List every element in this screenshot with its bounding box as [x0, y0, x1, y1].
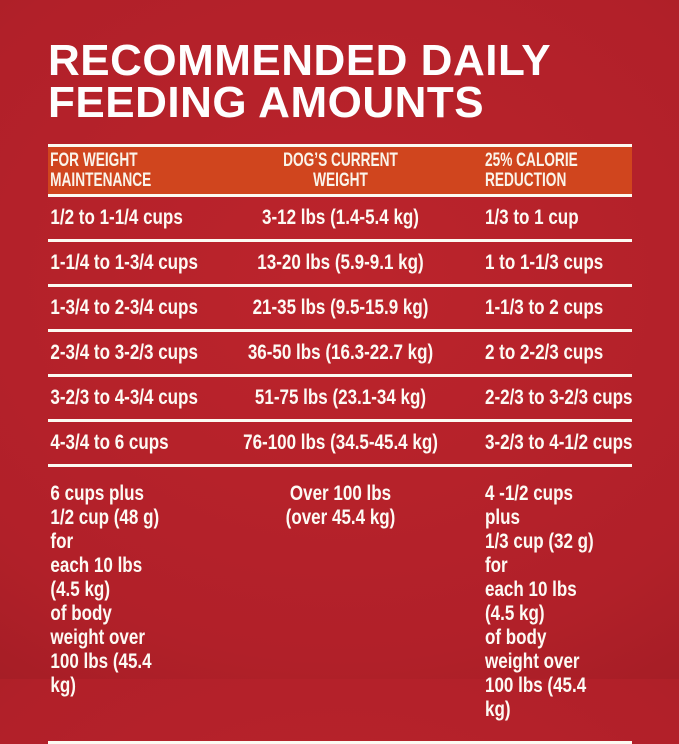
maintenance-cell: 1/2 to 1-1/4 cups: [50, 206, 183, 229]
row-divider: [48, 284, 632, 287]
row-divider: [48, 464, 632, 467]
weight-cell: 21-35 lbs (9.5-15.9 kg): [252, 296, 429, 319]
weight-cell: 76-100 lbs (34.5-45.4 kg): [243, 431, 438, 454]
weight-cell: 13-20 lbs (5.9-9.1 kg): [257, 251, 424, 274]
table-row: 1-1/4 to 1-3/4 cups 13-20 lbs (5.9-9.1 k…: [48, 242, 632, 284]
reduction-cell: 2 to 2-2/3 cups: [485, 341, 604, 364]
row-divider: [48, 329, 632, 332]
page-title: RECOMMENDED DAILY FEEDING AMOUNTS: [48, 36, 552, 127]
reduction-cell: 1/3 to 1 cup: [485, 206, 579, 229]
table-row: 1-3/4 to 2-3/4 cups 21-35 lbs (9.5-15.9 …: [48, 287, 632, 329]
weight-cell: 51-75 lbs (23.1-34 kg): [254, 386, 427, 409]
feeding-table: FOR WEIGHT MAINTENANCE DOG’S CURRENT WEI…: [48, 144, 632, 744]
reduction-cell: 4 -1/2 cups plus 1/3 cup (32 g) for each…: [485, 482, 594, 721]
table-row: 1/2 to 1-1/4 cups 3-12 lbs (1.4-5.4 kg) …: [48, 197, 632, 239]
table-row: 4-3/4 to 6 cups 76-100 lbs (34.5-45.4 kg…: [48, 422, 632, 464]
row-divider: [48, 239, 632, 242]
header-calorie-reduction: 25% CALORIE REDUCTION: [485, 149, 578, 191]
reduction-cell: 1-1/3 to 2 cups: [485, 296, 604, 319]
header-weight-maintenance: FOR WEIGHT MAINTENANCE: [50, 149, 152, 191]
maintenance-cell: 2-3/4 to 3-2/3 cups: [50, 341, 198, 364]
reduction-cell: 1 to 1-1/3 cups: [485, 251, 604, 274]
maintenance-cell: 1-1/4 to 1-3/4 cups: [50, 251, 198, 274]
header-current-weight: DOG’S CURRENT WEIGHT: [283, 149, 398, 191]
reduction-cell: 2-2/3 to 3-2/3 cups: [485, 386, 633, 409]
maintenance-cell: 3-2/3 to 4-3/4 cups: [50, 386, 198, 409]
row-divider: [48, 194, 632, 197]
weight-cell: 36-50 lbs (16.3-22.7 kg): [247, 341, 434, 364]
maintenance-cell: 1-3/4 to 2-3/4 cups: [50, 296, 198, 319]
table-row: 2-3/4 to 3-2/3 cups 36-50 lbs (16.3-22.7…: [48, 332, 632, 374]
table-top-divider: [48, 144, 632, 147]
table-row: 3-2/3 to 4-3/4 cups 51-75 lbs (23.1-34 k…: [48, 377, 632, 419]
row-divider: [48, 419, 632, 422]
maintenance-cell: 4-3/4 to 6 cups: [50, 431, 169, 454]
table-header-row: FOR WEIGHT MAINTENANCE DOG’S CURRENT WEI…: [48, 147, 632, 194]
row-divider: [48, 374, 632, 377]
reduction-cell: 3-2/3 to 4-1/2 cups: [485, 431, 633, 454]
weight-cell: Over 100 lbs (over 45.4 kg): [285, 482, 396, 529]
weight-cell: 3-12 lbs (1.4-5.4 kg): [262, 206, 419, 229]
table-row-over-100lbs: 6 cups plus 1/2 cup (48 g) for each 10 l…: [48, 467, 632, 741]
maintenance-cell: 6 cups plus 1/2 cup (48 g) for each 10 l…: [50, 482, 160, 697]
